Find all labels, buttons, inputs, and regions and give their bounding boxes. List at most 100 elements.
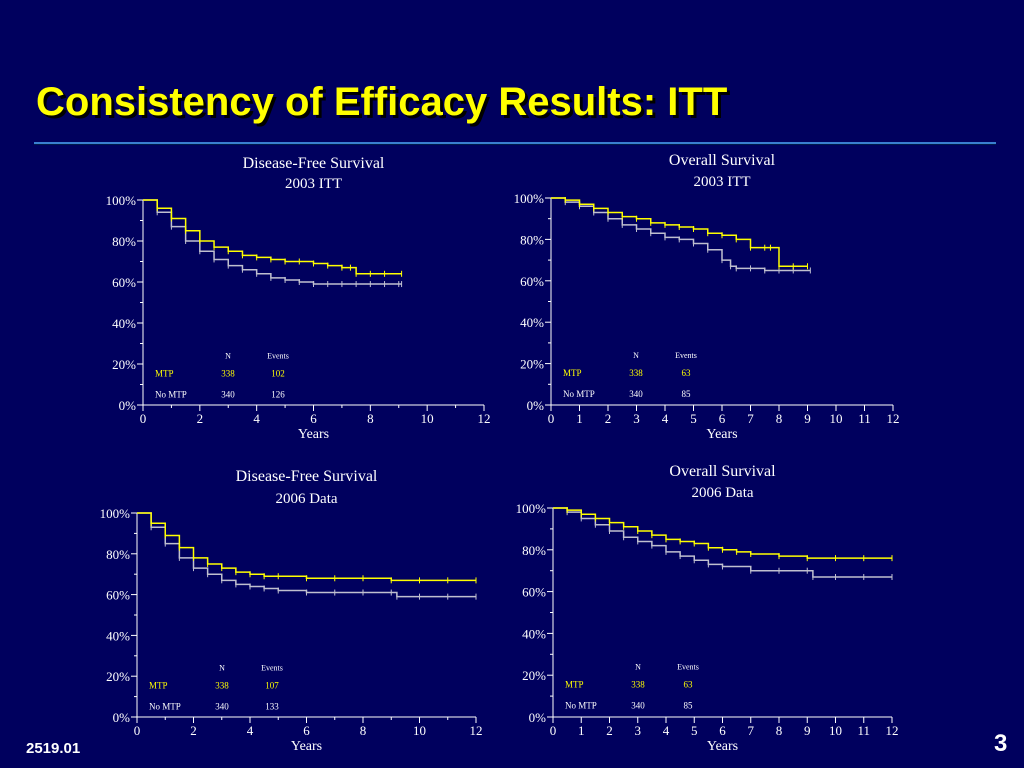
table-row-events: 63 — [682, 368, 692, 378]
x-tick-label: 12 — [478, 411, 491, 426]
x-axis-label: Years — [298, 427, 329, 442]
x-tick-label: 10 — [413, 723, 426, 738]
y-tick-label: 80% — [112, 234, 136, 249]
table-row-label: No MTP — [155, 389, 187, 399]
x-tick-label: 5 — [690, 411, 697, 426]
table-header-n: N — [219, 663, 225, 672]
x-tick-label: 5 — [691, 723, 698, 738]
x-tick-label: 2 — [605, 411, 612, 426]
table-row-label: No MTP — [563, 389, 595, 399]
y-tick-label: 100% — [106, 193, 137, 208]
table-row-label: MTP — [563, 368, 582, 378]
x-tick-label: 6 — [310, 411, 317, 426]
y-tick-label: 0% — [119, 398, 137, 413]
x-tick-label: 7 — [747, 411, 754, 426]
x-tick-label: 12 — [886, 723, 899, 738]
y-tick-label: 0% — [529, 710, 547, 725]
y-tick-label: 60% — [106, 588, 130, 603]
y-tick-label: 60% — [522, 585, 546, 600]
y-tick-label: 40% — [112, 316, 136, 331]
x-tick-label: 1 — [578, 723, 585, 738]
x-tick-label: 8 — [776, 723, 783, 738]
x-tick-label: 4 — [662, 411, 669, 426]
y-tick-label: 80% — [520, 232, 544, 247]
series-line-mtp — [143, 199, 402, 275]
page-number: 3 — [994, 730, 1008, 757]
x-tick-label: 4 — [663, 723, 670, 738]
chart-subtitle: 2006 Data — [275, 491, 337, 507]
x-axis-label: Years — [707, 739, 738, 754]
x-tick-label: 8 — [776, 411, 783, 426]
table-row-label: No MTP — [565, 701, 597, 711]
y-tick-label: 0% — [527, 398, 545, 413]
table-row-events: 126 — [271, 389, 285, 399]
x-tick-label: 6 — [303, 723, 310, 738]
y-tick-label: 60% — [112, 275, 136, 290]
x-tick-label: 1 — [576, 411, 583, 426]
table-row-n: 338 — [215, 680, 229, 690]
x-tick-label: 10 — [830, 411, 843, 426]
table-header-n: N — [633, 351, 639, 360]
x-tick-label: 3 — [633, 411, 640, 426]
chart-subtitle: 2006 Data — [691, 485, 753, 501]
chart-subtitle: 2003 ITT — [693, 174, 750, 190]
y-tick-label: 60% — [520, 274, 544, 289]
x-tick-label: 4 — [247, 723, 254, 738]
table-header-events: Events — [675, 351, 697, 360]
table-row-n: 340 — [215, 701, 229, 711]
x-tick-label: 0 — [550, 723, 557, 738]
x-tick-label: 2 — [190, 723, 197, 738]
slide-title: Consistency of Efficacy Results: ITT — [36, 80, 728, 124]
chart-subtitle: 2003 ITT — [285, 176, 342, 192]
x-tick-label: 0 — [134, 723, 141, 738]
y-tick-label: 40% — [520, 315, 544, 330]
table-row-n: 338 — [631, 680, 645, 690]
x-tick-label: 6 — [719, 723, 726, 738]
x-tick-label: 11 — [858, 411, 871, 426]
table-header-n: N — [635, 663, 641, 672]
y-tick-label: 20% — [106, 669, 130, 684]
table-row-label: MTP — [565, 680, 584, 690]
y-tick-label: 100% — [514, 191, 545, 206]
table-header-events: Events — [677, 663, 699, 672]
x-axis-label: Years — [706, 427, 737, 442]
table-row-events: 63 — [684, 680, 694, 690]
table-row-n: 340 — [221, 389, 235, 399]
table-row-events: 107 — [265, 680, 279, 690]
y-tick-label: 20% — [520, 357, 544, 372]
x-axis-label: Years — [291, 739, 322, 754]
chart-title: Disease-Free Survival — [243, 155, 385, 172]
y-tick-label: 100% — [100, 506, 131, 521]
table-row-n: 340 — [631, 701, 645, 711]
table-row-events: 133 — [265, 701, 279, 711]
table-row-n: 338 — [221, 368, 235, 378]
y-tick-label: 40% — [522, 626, 546, 641]
x-tick-label: 2 — [606, 723, 613, 738]
slide-code: 2519.01 — [26, 740, 81, 757]
x-tick-label: 9 — [804, 411, 811, 426]
x-tick-label: 9 — [804, 723, 811, 738]
table-row-n: 340 — [629, 389, 643, 399]
x-tick-label: 8 — [367, 411, 374, 426]
x-tick-label: 2 — [197, 411, 204, 426]
y-tick-label: 20% — [112, 357, 136, 372]
table-row-events: 102 — [271, 368, 285, 378]
x-tick-label: 6 — [719, 411, 726, 426]
table-row-label: MTP — [155, 368, 174, 378]
title-divider — [34, 142, 996, 145]
table-row-events: 85 — [684, 701, 694, 711]
x-tick-label: 12 — [887, 411, 900, 426]
y-tick-label: 80% — [522, 543, 546, 558]
table-header-events: Events — [267, 351, 289, 360]
series-line-no-mtp — [553, 507, 892, 578]
chart-title: Overall Survival — [669, 463, 776, 480]
x-tick-label: 10 — [421, 411, 434, 426]
y-tick-label: 20% — [522, 668, 546, 683]
x-tick-label: 8 — [360, 723, 367, 738]
x-tick-label: 11 — [857, 723, 870, 738]
x-tick-label: 7 — [748, 723, 755, 738]
